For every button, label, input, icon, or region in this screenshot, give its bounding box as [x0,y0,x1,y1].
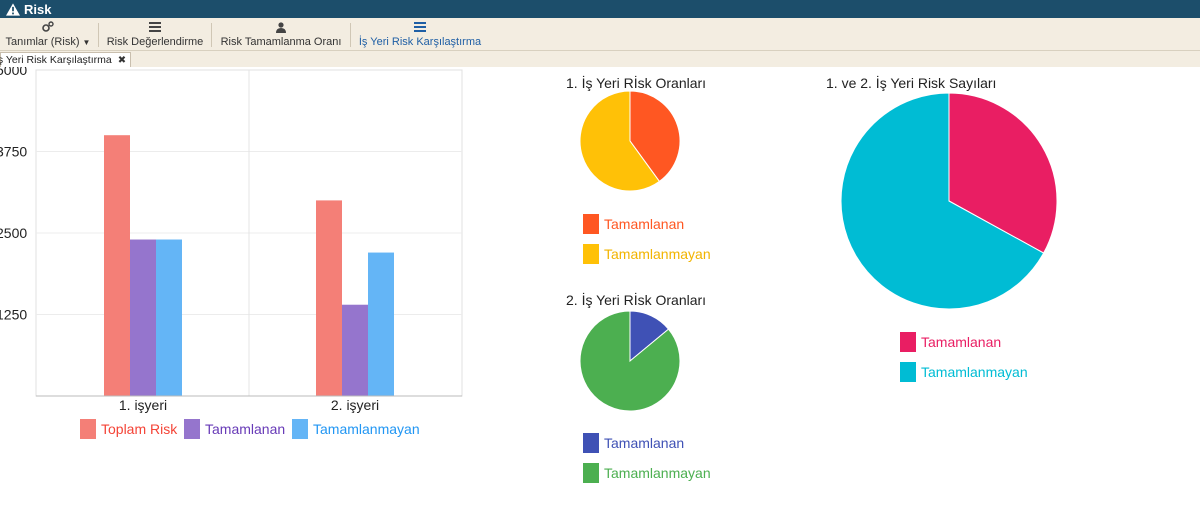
legend-swatch [184,419,200,439]
legend-swatch [583,463,599,483]
y-tick-label: 2500 [0,225,27,241]
x-tick-label: 1. işyeri [119,397,167,413]
y-tick-label: 1250 [0,307,27,323]
legend-label: Toplam Risk [101,421,178,437]
list-icon [414,20,426,34]
caret-down-icon: ▼ [82,38,91,47]
y-tick-label: 5000 [0,67,27,78]
toolbar-tanimlar-button[interactable]: Tanımlar (Risk) ▼ [4,18,92,51]
warning-icon [6,2,20,16]
legend-label: Tamamlanan [604,435,684,451]
x-tick-label: 2. işyeri [331,397,379,413]
chart-title: 1. ve 2. İş Yeri Risk Sayıları [826,74,996,91]
user-icon [276,20,286,34]
legend-label: Tamamlanan [205,421,285,437]
bar [368,252,394,396]
bar [130,239,156,396]
pie-slice [948,92,1058,254]
legend-swatch [900,332,916,352]
bar [342,304,368,396]
toolbar-divider [350,23,351,47]
toolbar-divider [98,23,99,47]
pie-slice [629,90,681,183]
title-bar: Risk [0,0,1200,18]
legend-label: Tamamlanmayan [313,421,420,437]
legend-swatch [583,214,599,234]
legend-label: Tamamlanmayan [921,364,1028,380]
pie-slice [579,90,661,192]
toolbar-risk-degerlendirme-button[interactable]: Risk Değerlendirme [104,18,206,51]
legend-label: Tamamlanan [921,334,1001,350]
chart-title: 2. İş Yeri Rİsk Oranları [566,291,706,308]
pie-slice [579,310,681,412]
toolbar-risk-tamamlanma-label: Risk Tamamlanma Oranı [220,36,342,48]
gears-icon [42,20,54,34]
legend-swatch [583,244,599,264]
legend-swatch [292,419,308,439]
tab-isyeri-risk-karsilastirma[interactable]: İş Yeri Risk Karşılaştırma ✖ [0,52,132,67]
bar [104,135,130,396]
close-icon[interactable]: ✖ [117,54,127,66]
toolbar-risk-degerlendirme-label: Risk Değerlendirme [106,36,204,48]
bar [156,239,182,396]
legend-label: Tamamlanan [604,216,684,232]
charts-area: 5000 3750 2500 1250 1. işyeri 2. işyeri Toplam… [0,67,1058,483]
toolbar-isyeri-karsilastirma-label: İş Yeri Risk Karşılaştırma [358,36,482,48]
list-icon [149,20,161,34]
tab-bar: İş Yeri Risk Karşılaştırma ✖ [0,51,1200,67]
toolbar-tanimlar-label: Tanımlar (Risk) [5,36,80,48]
bar [316,200,342,396]
toolbar-divider [211,23,212,47]
y-tick-label: 3750 [0,144,27,160]
toolbar-risk-tamamlanma-button[interactable]: Risk Tamamlanma Oranı [217,18,345,51]
tab-label: İş Yeri Risk Karşılaştırma [0,54,112,66]
toolbar: Tanımlar (Risk) ▼ Risk Değerlendirme Ris… [0,18,1200,51]
toolbar-isyeri-karsilastirma-button[interactable]: İş Yeri Risk Karşılaştırma [356,18,484,51]
pie-slice [840,92,1045,310]
legend-swatch [80,419,96,439]
legend-label: Tamamlanmayan [604,246,711,262]
legend-swatch [583,433,599,453]
chart-title: 1. İş Yeri Rİsk Oranları [566,74,706,91]
window-title: Risk [24,1,52,17]
legend-label: Tamamlanmayan [604,465,711,481]
legend-swatch [900,362,916,382]
